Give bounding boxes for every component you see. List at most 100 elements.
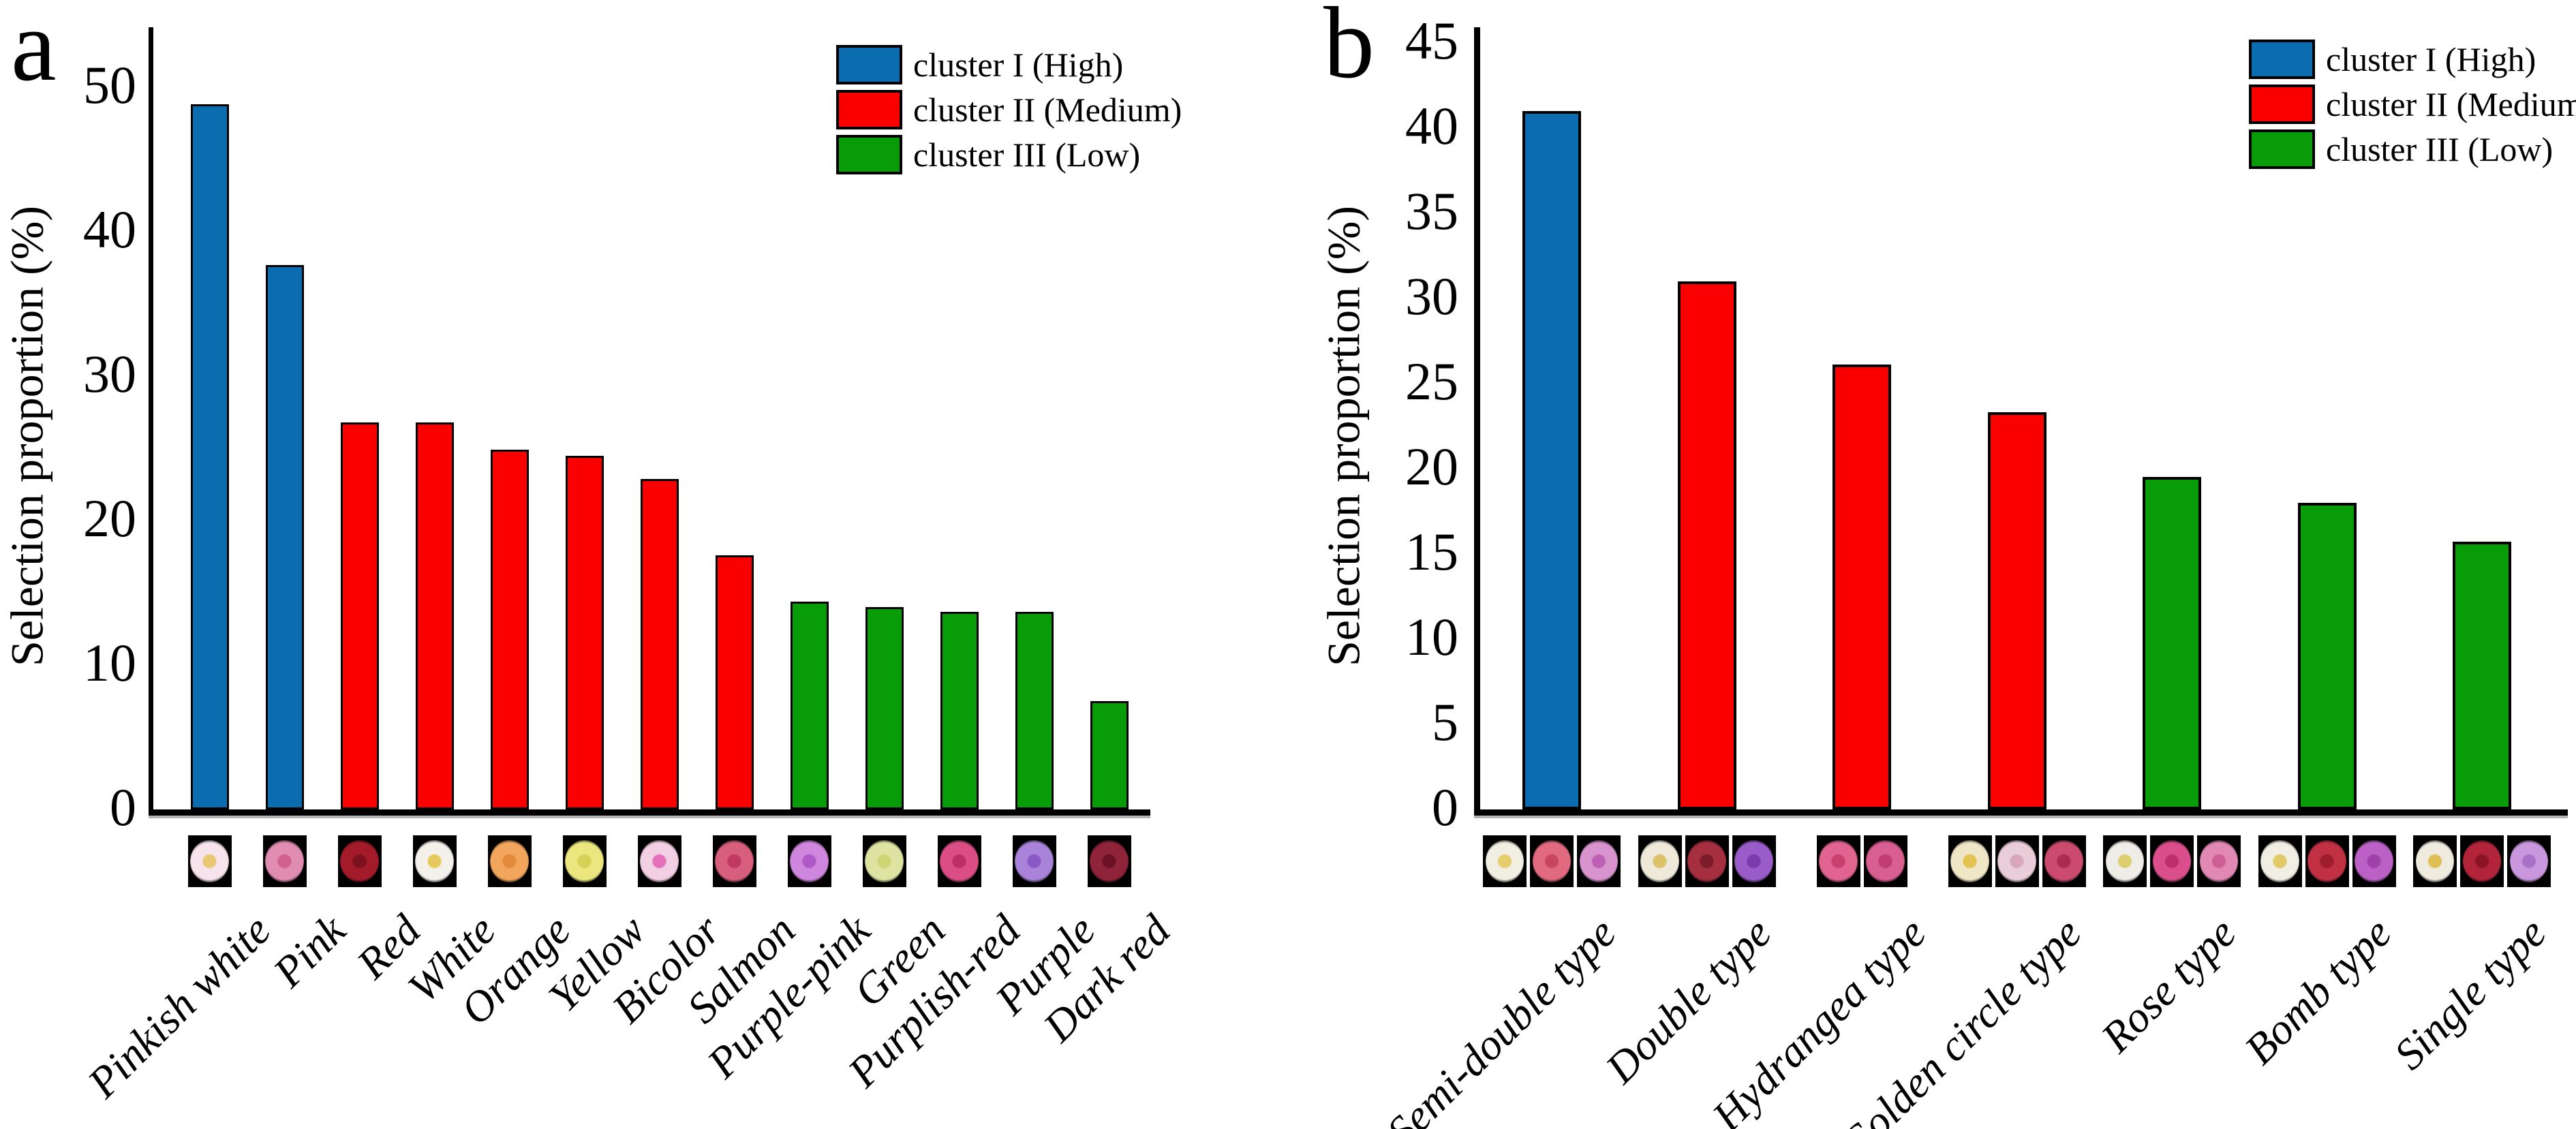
legend-color-swatch [836,45,902,84]
flower-photo [2415,839,2455,883]
bar-hydrangea-type [1833,365,1891,809]
bar-purple [1015,612,1054,809]
flower-thumbnail [1087,835,1131,887]
flower-photo [490,839,529,883]
y-tick-20: 20 [83,489,136,548]
flower-thumbnail [1012,835,1056,887]
flower-thumbnail [1995,835,2039,887]
flower-photo [2307,839,2346,883]
bar-dark-red [1090,701,1129,809]
x-axis-baseline-shadow [1474,816,2568,818]
flower-photo [940,839,979,883]
flower-thumbnail [2150,835,2194,887]
bar-purple-pink [790,602,829,809]
flower-thumbnail-group-purple [1012,835,1056,887]
flower-thumbnail-group-purple-pink [787,835,831,887]
flower-photo [1997,839,2036,883]
flower-thumbnail-group-yellow [562,835,607,887]
flower-thumbnail-group-red [337,835,382,887]
bar-salmon [715,555,754,809]
flower-thumbnail [1577,835,1621,887]
bar-bomb-type [2297,503,2357,809]
y-axis-line [1474,27,1480,815]
y-tick-10: 10 [1405,607,1458,666]
flower-photo [190,839,229,883]
flower-thumbnail [2413,835,2457,887]
flower-photo [1734,839,1773,883]
flower-thumbnail [2507,835,2551,887]
flower-photo [1532,839,1571,883]
y-tick-50: 50 [83,55,136,114]
flower-photo [415,839,454,883]
flower-photo [2199,839,2239,883]
bar-yellow [565,456,604,809]
legend-item-label: cluster III (Low) [913,136,1141,174]
flower-photo [265,839,304,883]
bar-golden-circle-type [1987,412,2046,809]
flower-thumbnail-group-salmon [712,835,756,887]
flower-photo [790,839,829,883]
y-tick-25: 25 [1405,352,1458,411]
flower-photo [715,839,754,883]
flower-thumbnail [2352,835,2396,887]
flower-thumbnail-group-purplish-red [937,835,981,887]
legend-color-swatch [2249,40,2315,79]
flower-thumbnail-group-orange [487,835,532,887]
legend-item-cluster-iii-low: cluster III (Low) [836,135,1140,174]
flower-photo [2152,839,2192,883]
flower-thumbnail [1483,835,1527,887]
flower-thumbnail-group-bicolor [637,835,681,887]
y-tick-40: 40 [83,200,136,259]
flower-thumbnail [712,835,756,887]
y-tick-40: 40 [1405,96,1458,155]
y-tick-5: 5 [1432,692,1458,752]
flower-photo [1640,839,1679,883]
legend-item-label: cluster II (Medium) [913,91,1182,129]
x-axis-baseline-shadow [149,816,1150,818]
flower-thumbnail [1732,835,1776,887]
y-tick-45: 45 [1405,11,1458,70]
x-axis-baseline [149,809,1150,816]
flower-photo [1579,839,1619,883]
flower-thumbnail [1530,835,1574,887]
flower-photo [865,839,904,883]
bar-semi-double-type [1522,111,1581,809]
flower-thumbnail [412,835,457,887]
flower-photo [1950,839,1989,883]
bar-white [415,422,454,809]
bar-bicolor [640,479,679,809]
flower-thumbnail-group-dark-red [1087,835,1131,887]
flower-photo [1485,839,1524,883]
flower-thumbnail [2197,835,2241,887]
flower-thumbnail [937,835,981,887]
y-tick-15: 15 [1405,522,1458,581]
flower-photo [1866,839,1905,883]
flower-photo [2044,839,2083,883]
flower-photo [2509,839,2549,883]
flower-thumbnail-group-bomb-type [2258,835,2396,887]
flower-thumbnail-group-pink [262,835,307,887]
flower-photo [640,839,679,883]
flower-thumbnail [1685,835,1729,887]
flower-thumbnail-group-white [412,835,457,887]
y-tick-30: 30 [1405,266,1458,326]
flower-thumbnail [487,835,532,887]
panel-b-flower-type-chart: b Selection proportion (%) 0 5 10 15 20 25 30 3… [1288,0,2576,1129]
legend-item-cluster-ii-medium: cluster II (Medium) [836,90,1182,129]
bar-pinkish-white [190,104,229,809]
flower-thumbnail [2042,835,2086,887]
bar-rose-type [2143,477,2201,809]
legend-item-label: cluster III (Low) [2326,130,2554,168]
flower-thumbnail-group-hydrangea-type [1816,835,1907,887]
y-axis-line [149,27,153,815]
bar-orange [490,450,529,809]
bar-red [340,422,379,809]
y-tick-20: 20 [1405,437,1458,496]
flower-thumbnail-group-pinkish-white [187,835,232,887]
flower-photo [1819,839,1858,883]
flower-photo [565,839,604,883]
flower-thumbnail [2460,835,2504,887]
legend-item-label: cluster I (High) [2326,40,2536,78]
flower-photo [2105,839,2145,883]
legend-color-swatch [2249,84,2315,124]
